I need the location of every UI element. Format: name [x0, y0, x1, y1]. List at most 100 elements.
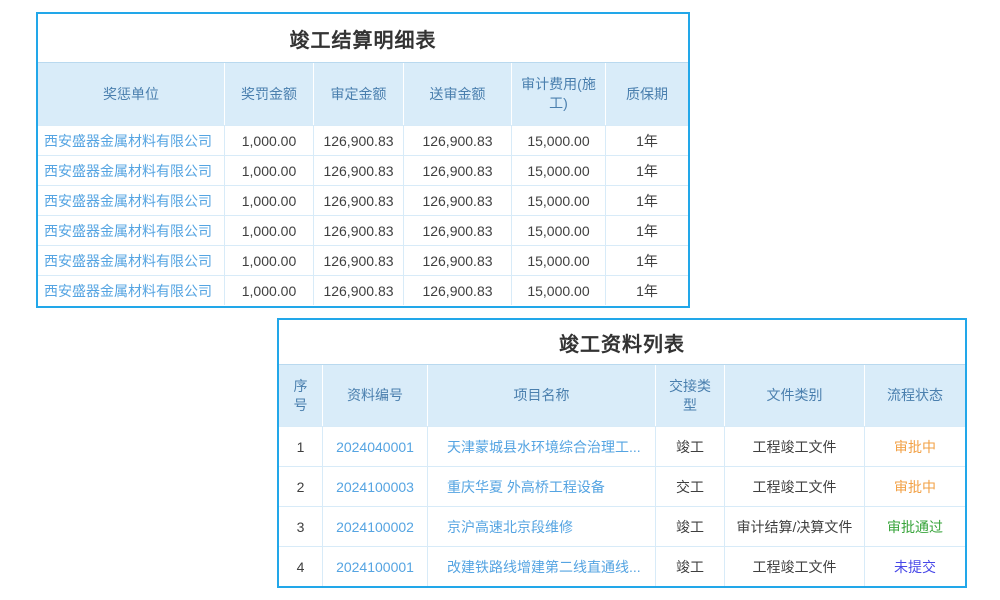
- doc-no-cell: 2024100003: [323, 467, 428, 506]
- warranty-cell: 1年: [636, 132, 658, 149]
- audited-cell: 126,900.83: [314, 156, 404, 185]
- status-badge: 审批通过: [887, 518, 943, 535]
- handover-type-cell: 竣工: [656, 547, 725, 586]
- penalty-cell: 1,000.00: [225, 126, 314, 155]
- table-row: 1 2024040001 天津蒙城县水环境综合治理工... 竣工 工程竣工文件 …: [279, 426, 965, 466]
- unit-link[interactable]: 西安盛器金属材料有限公司: [44, 252, 212, 269]
- column-header-penalty: 奖罚金额: [225, 63, 314, 125]
- audited-cell: 126,900.83: [314, 186, 404, 215]
- doc-no-link[interactable]: 2024100002: [336, 518, 414, 535]
- table-row: 西安盛器金属材料有限公司 1,000.00 126,900.83 126,900…: [38, 185, 688, 215]
- audited-cell: 126,900.83: [314, 216, 404, 245]
- audit-fee-cell: 15,000.00: [512, 246, 606, 275]
- status-badge: 未提交: [894, 558, 936, 575]
- file-category-cell: 审计结算/决算文件: [725, 507, 865, 546]
- column-header-warranty: 质保期: [626, 85, 668, 102]
- audit-fee-cell: 15,000.00: [512, 126, 606, 155]
- table-row: 3 2024100002 京沪高速北京段维修 竣工 审计结算/决算文件 审批通过: [279, 506, 965, 546]
- audit-fee-cell: 15,000.00: [512, 156, 606, 185]
- status-cell: 审批中: [865, 427, 965, 466]
- penalty-cell: 1,000.00: [225, 186, 314, 215]
- submitted-cell: 126,900.83: [404, 126, 512, 155]
- unit-cell: 西安盛器金属材料有限公司: [38, 216, 225, 245]
- submitted-cell: 126,900.83: [404, 186, 512, 215]
- table-row: 西安盛器金属材料有限公司 1,000.00 126,900.83 126,900…: [38, 155, 688, 185]
- project-name-cell: 天津蒙城县水环境综合治理工...: [428, 427, 656, 466]
- status-cell: 审批通过: [865, 507, 965, 546]
- unit-cell: 西安盛器金属材料有限公司: [38, 156, 225, 185]
- warranty-cell: 1年: [636, 222, 658, 239]
- file-category-cell: 工程竣工文件: [725, 467, 865, 506]
- project-name-link[interactable]: 改建铁路线增建第二线直通线...: [447, 558, 641, 575]
- unit-cell: 西安盛器金属材料有限公司: [38, 276, 225, 305]
- doc-no-cell: 2024040001: [323, 427, 428, 466]
- column-header-audit-fee: 审计费用(施工): [512, 63, 606, 125]
- unit-link[interactable]: 西安盛器金属材料有限公司: [44, 282, 212, 299]
- handover-type-cell: 竣工: [656, 507, 725, 546]
- submitted-cell: 126,900.83: [404, 276, 512, 305]
- project-name-cell: 改建铁路线增建第二线直通线...: [428, 547, 656, 586]
- penalty-cell: 1,000.00: [225, 156, 314, 185]
- settlement-table-title: 竣工结算明细表: [289, 29, 437, 52]
- project-name-link[interactable]: 天津蒙城县水环境综合治理工...: [447, 438, 641, 455]
- project-name-cell: 京沪高速北京段维修: [428, 507, 656, 546]
- settlement-table-header: 奖惩单位 奖罚金额 审定金额 送审金额 审计费用(施工) 质保期: [38, 62, 688, 125]
- penalty-cell: 1,000.00: [225, 276, 314, 305]
- seq-cell: 1: [279, 427, 323, 466]
- settlement-table-card: 竣工结算明细表 奖惩单位 奖罚金额 审定金额 送审金额 审计费用(施工) 质保期…: [36, 12, 690, 308]
- doc-no-cell: 2024100002: [323, 507, 428, 546]
- column-header-category: 文件类别: [725, 365, 865, 426]
- project-name-link[interactable]: 重庆华夏 外高桥工程设备: [447, 478, 605, 495]
- project-name-link[interactable]: 京沪高速北京段维修: [447, 518, 573, 535]
- column-header-project: 项目名称: [428, 365, 656, 426]
- status-cell: 未提交: [865, 547, 965, 586]
- audit-fee-cell: 15,000.00: [512, 216, 606, 245]
- column-header-doc-no: 资料编号: [323, 365, 428, 426]
- warranty-cell: 1年: [636, 252, 658, 269]
- unit-link[interactable]: 西安盛器金属材料有限公司: [44, 192, 212, 209]
- doc-no-link[interactable]: 2024100003: [336, 478, 414, 495]
- doc-no-link[interactable]: 2024100001: [336, 558, 414, 575]
- unit-link[interactable]: 西安盛器金属材料有限公司: [44, 132, 212, 149]
- status-badge: 审批中: [894, 478, 936, 495]
- column-header-seq: 序号: [279, 365, 323, 426]
- project-name-cell: 重庆华夏 外高桥工程设备: [428, 467, 656, 506]
- status-badge: 审批中: [894, 438, 936, 455]
- unit-cell: 西安盛器金属材料有限公司: [38, 186, 225, 215]
- table-row: 西安盛器金属材料有限公司 1,000.00 126,900.83 126,900…: [38, 275, 688, 305]
- column-header-unit: 奖惩单位: [38, 63, 225, 125]
- unit-link[interactable]: 西安盛器金属材料有限公司: [44, 222, 212, 239]
- submitted-cell: 126,900.83: [404, 156, 512, 185]
- column-header-submitted: 送审金额: [404, 63, 512, 125]
- penalty-cell: 1,000.00: [225, 246, 314, 275]
- submitted-cell: 126,900.83: [404, 216, 512, 245]
- doc-no-link[interactable]: 2024040001: [336, 438, 414, 455]
- table-row: 2 2024100003 重庆华夏 外高桥工程设备 交工 工程竣工文件 审批中: [279, 466, 965, 506]
- warranty-cell: 1年: [636, 192, 658, 209]
- table-row: 4 2024100001 改建铁路线增建第二线直通线... 竣工 工程竣工文件 …: [279, 546, 965, 586]
- penalty-cell: 1,000.00: [225, 216, 314, 245]
- audited-cell: 126,900.83: [314, 126, 404, 155]
- completion-list-title: 竣工资料列表: [559, 333, 685, 356]
- table-row: 西安盛器金属材料有限公司 1,000.00 126,900.83 126,900…: [38, 125, 688, 155]
- column-header-status: 流程状态: [887, 387, 943, 404]
- seq-cell: 2: [279, 467, 323, 506]
- audit-fee-cell: 15,000.00: [512, 186, 606, 215]
- status-cell: 审批中: [865, 467, 965, 506]
- handover-type-cell: 交工: [656, 467, 725, 506]
- doc-no-cell: 2024100001: [323, 547, 428, 586]
- completion-list-header: 序号 资料编号 项目名称 交接类型 文件类别 流程状态: [279, 364, 965, 426]
- table-row: 西安盛器金属材料有限公司 1,000.00 126,900.83 126,900…: [38, 215, 688, 245]
- audited-cell: 126,900.83: [314, 276, 404, 305]
- handover-type-cell: 竣工: [656, 427, 725, 466]
- unit-cell: 西安盛器金属材料有限公司: [38, 246, 225, 275]
- file-category-cell: 工程竣工文件: [725, 427, 865, 466]
- column-header-audited: 审定金额: [314, 63, 404, 125]
- table-row: 西安盛器金属材料有限公司 1,000.00 126,900.83 126,900…: [38, 245, 688, 275]
- unit-cell: 西安盛器金属材料有限公司: [38, 126, 225, 155]
- seq-cell: 4: [279, 547, 323, 586]
- completion-list-card: 竣工资料列表 序号 资料编号 项目名称 交接类型 文件类别 流程状态 1 202…: [277, 318, 967, 588]
- unit-link[interactable]: 西安盛器金属材料有限公司: [44, 162, 212, 179]
- audit-fee-cell: 15,000.00: [512, 276, 606, 305]
